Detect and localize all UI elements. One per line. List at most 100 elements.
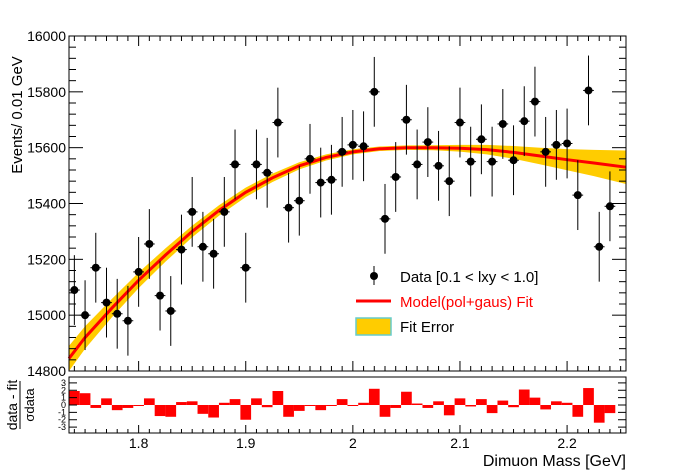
residual-y-axis-label: data - fit σdata: [4, 380, 37, 431]
data-point: [497, 89, 509, 159]
data-point-marker: [220, 207, 229, 216]
data-point-marker: [498, 119, 507, 128]
main-y-tick-label: 16000: [27, 28, 66, 44]
residual-bar: [540, 405, 552, 410]
residual-bar: [143, 398, 155, 405]
residual-bar: [218, 402, 230, 405]
main-plot-panel: 14800 15000 15200 15400 15600 15800 16000 Even…: [9, 28, 627, 379]
data-point-marker: [402, 115, 411, 124]
legend-entry-data: Data [0.1 < lxy < 1.0]: [370, 266, 538, 286]
data-point-marker: [134, 267, 143, 276]
residual-bar: [197, 405, 209, 414]
data-point: [326, 144, 337, 215]
data-point-marker: [348, 140, 357, 149]
legend-entry-fit-error: Fit Error: [355, 317, 454, 336]
residual-bar: [508, 405, 519, 408]
data-point-marker: [509, 156, 518, 165]
main-y-tick-label: 15600: [27, 140, 66, 156]
data-point-marker: [177, 245, 186, 254]
residual-bar: [122, 405, 134, 408]
residual-bar: [358, 402, 369, 405]
data-point: [283, 172, 294, 243]
data-point: [197, 211, 209, 282]
data-point-marker: [306, 154, 315, 163]
data-point: [368, 56, 380, 127]
data-point: [390, 142, 402, 212]
residual-bar: [604, 405, 616, 414]
data-point-marker: [541, 147, 550, 156]
data-point-marker: [605, 202, 614, 211]
residual-bar: [272, 391, 284, 405]
data-point: [529, 66, 541, 137]
residual-bar: [79, 393, 91, 405]
data-point: [315, 147, 327, 218]
main-y-tick-label: 15800: [27, 84, 66, 100]
data-point-marker: [552, 140, 561, 149]
residual-bar: [583, 388, 594, 405]
main-y-tick-label: 14800: [27, 363, 66, 379]
residual-y-tick-label: -3: [58, 422, 66, 432]
residual-bar: [208, 405, 219, 418]
residual-bar: [251, 398, 262, 405]
data-point: [551, 109, 562, 180]
legend-fit-error-label: Fit Error: [400, 319, 454, 336]
residual-bar: [465, 405, 477, 407]
x-tick-label: 2.2: [557, 435, 577, 451]
data-point-marker: [445, 177, 454, 186]
residual-axis-ticks: [69, 382, 626, 433]
data-point: [486, 126, 498, 197]
data-point-marker: [284, 203, 293, 212]
data-point: [465, 126, 477, 197]
data-point-marker: [477, 135, 486, 144]
data-point-marker: [188, 207, 197, 216]
data-point: [176, 214, 187, 285]
data-point-marker: [466, 157, 475, 166]
data-point-marker: [91, 263, 100, 272]
residual-bar: [379, 405, 391, 417]
fit-error-band: [69, 144, 626, 371]
main-axis-ticks: [69, 35, 626, 372]
data-point: [508, 125, 519, 196]
residual-bar: [90, 405, 102, 408]
residual-bar: [411, 403, 423, 405]
data-point: [90, 232, 102, 303]
data-point-marker: [359, 142, 368, 151]
data-point-marker: [145, 239, 154, 248]
data-point: [411, 129, 423, 200]
residual-bar: [518, 389, 530, 405]
data-point: [165, 276, 177, 346]
residual-bar: [240, 405, 252, 420]
residual-ylabel-denominator: σdata: [22, 388, 37, 422]
residual-bar: [111, 405, 123, 411]
data-point: [101, 267, 112, 338]
residual-bar: [229, 399, 241, 405]
x-tick-label: 1.9: [236, 435, 256, 451]
residual-bar: [176, 402, 187, 405]
data-point: [476, 104, 487, 175]
data-point: [358, 111, 369, 182]
legend-fit-label: Model(pol+gaus) Fit: [400, 294, 534, 311]
main-y-tick-labels: 14800 15000 15200 15400 15600 15800 16000: [27, 28, 66, 379]
data-point-marker: [434, 161, 443, 170]
residual-bar: [101, 398, 112, 405]
data-point-marker: [327, 175, 336, 184]
data-point-marker: [102, 298, 111, 307]
data-point-marker: [455, 118, 464, 127]
data-point-marker: [166, 306, 175, 315]
data-point-marker: [370, 87, 379, 96]
residual-bar: [283, 405, 294, 417]
data-point: [593, 211, 605, 282]
residual-y-tick-label: 2: [61, 385, 66, 395]
data-point-marker: [380, 214, 389, 223]
residual-bar: [390, 405, 402, 408]
residual-bar: [433, 401, 444, 405]
residual-y-tick-label: 3: [61, 378, 66, 388]
residual-bar: [293, 405, 305, 411]
residual-bar: [347, 405, 359, 406]
data-point-marker: [595, 242, 604, 251]
data-point: [583, 55, 594, 126]
residual-bar: [315, 405, 327, 411]
data-point: [218, 176, 230, 247]
data-point: [293, 165, 305, 236]
